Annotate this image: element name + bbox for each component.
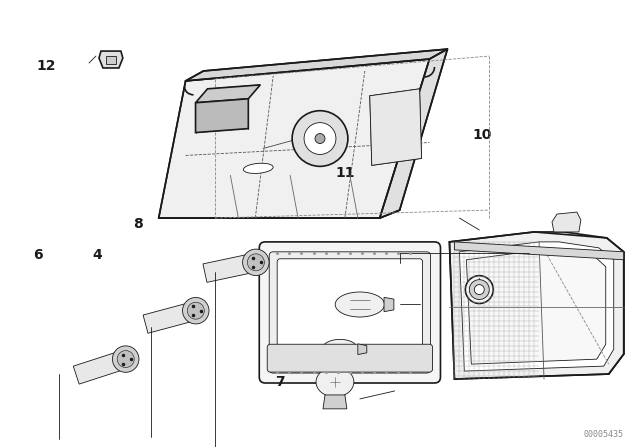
Ellipse shape xyxy=(322,340,358,359)
Circle shape xyxy=(465,276,493,303)
FancyBboxPatch shape xyxy=(277,259,422,366)
Circle shape xyxy=(292,111,348,166)
FancyBboxPatch shape xyxy=(269,252,431,373)
Text: 12: 12 xyxy=(36,59,56,73)
Polygon shape xyxy=(454,242,623,260)
Text: 7: 7 xyxy=(275,375,285,389)
Circle shape xyxy=(474,284,484,294)
Polygon shape xyxy=(143,302,198,333)
Polygon shape xyxy=(196,85,260,103)
Polygon shape xyxy=(203,253,258,282)
Text: 00005435: 00005435 xyxy=(584,430,623,439)
Polygon shape xyxy=(460,242,614,371)
Circle shape xyxy=(182,297,209,324)
Circle shape xyxy=(247,254,264,271)
Polygon shape xyxy=(186,49,447,81)
Text: 2: 2 xyxy=(372,137,382,151)
Polygon shape xyxy=(358,344,367,354)
Text: 6: 6 xyxy=(33,248,43,262)
Ellipse shape xyxy=(335,292,385,317)
FancyBboxPatch shape xyxy=(268,344,433,372)
Polygon shape xyxy=(323,395,347,409)
Text: 4: 4 xyxy=(92,248,102,262)
Ellipse shape xyxy=(316,367,354,397)
Ellipse shape xyxy=(243,163,273,173)
Circle shape xyxy=(188,302,204,319)
Text: 8: 8 xyxy=(134,217,143,231)
Circle shape xyxy=(113,346,139,372)
Circle shape xyxy=(243,249,269,276)
Circle shape xyxy=(315,134,325,143)
Polygon shape xyxy=(159,59,429,218)
Polygon shape xyxy=(159,210,399,218)
Polygon shape xyxy=(552,212,581,232)
Polygon shape xyxy=(467,250,605,364)
Polygon shape xyxy=(384,297,394,312)
Text: 9: 9 xyxy=(291,268,301,282)
Text: 1: 1 xyxy=(401,95,411,108)
Circle shape xyxy=(117,351,134,367)
FancyBboxPatch shape xyxy=(259,242,440,383)
Text: 10: 10 xyxy=(473,128,492,142)
Polygon shape xyxy=(449,232,623,379)
Circle shape xyxy=(304,123,336,155)
Polygon shape xyxy=(74,350,129,384)
Text: 5: 5 xyxy=(291,317,301,331)
Polygon shape xyxy=(370,89,422,165)
Polygon shape xyxy=(380,49,447,218)
Polygon shape xyxy=(106,56,116,64)
Text: 11: 11 xyxy=(336,166,355,180)
Polygon shape xyxy=(196,99,248,133)
Circle shape xyxy=(469,280,489,300)
Text: 3: 3 xyxy=(331,137,340,151)
Polygon shape xyxy=(99,51,123,68)
